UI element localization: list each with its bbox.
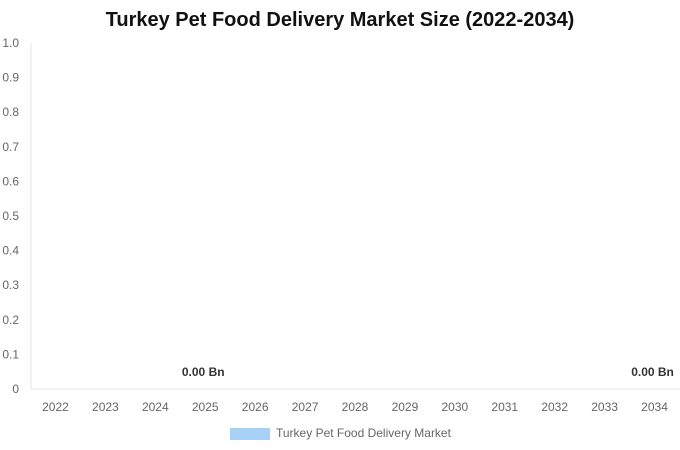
x-tick-label: 2023 [92,400,119,414]
y-tick-label: 0 [12,382,19,396]
x-tick-label: 2025 [192,400,219,414]
x-tick-label: 2022 [42,400,69,414]
x-tick-label: 2030 [441,400,468,414]
y-tick-label: 0.7 [2,140,19,154]
data-label: 0.00 Bn [631,365,674,379]
x-tick-label: 2028 [342,400,369,414]
legend-label[interactable]: Turkey Pet Food Delivery Market [276,426,452,440]
x-tick-label: 2033 [591,400,618,414]
data-labels: 0.00 Bn 0.00 Bn [182,365,674,379]
y-tick-label: 0.4 [2,244,19,258]
y-tick-label: 0.9 [2,71,19,85]
x-tick-label: 2026 [242,400,269,414]
chart-title: Turkey Pet Food Delivery Market Size (20… [105,9,575,31]
y-tick-label: 0.6 [2,174,19,188]
legend-swatch[interactable] [230,428,270,440]
axes: 0 0.1 0.2 0.3 0.4 0.5 0.6 0.7 0.8 0.9 1.0 2022 2023 2… [2,36,680,414]
y-tick-label: 0.5 [2,209,19,223]
x-tick-label: 2024 [142,400,169,414]
x-tick-label: 2034 [641,400,668,414]
x-tick-label: 2031 [491,400,518,414]
x-tick-label: 2027 [292,400,319,414]
y-tick-label: 0.3 [2,278,19,292]
y-tick-label: 1.0 [2,36,19,50]
data-label: 0.00 Bn [182,365,225,379]
legend[interactable]: Turkey Pet Food Delivery Market [230,426,452,440]
y-tick-label: 0.2 [2,313,19,327]
x-tick-label: 2032 [541,400,568,414]
x-tick-label: 2029 [392,400,419,414]
y-tick-label: 0.1 [2,347,19,361]
y-tick-label: 0.8 [2,105,19,119]
